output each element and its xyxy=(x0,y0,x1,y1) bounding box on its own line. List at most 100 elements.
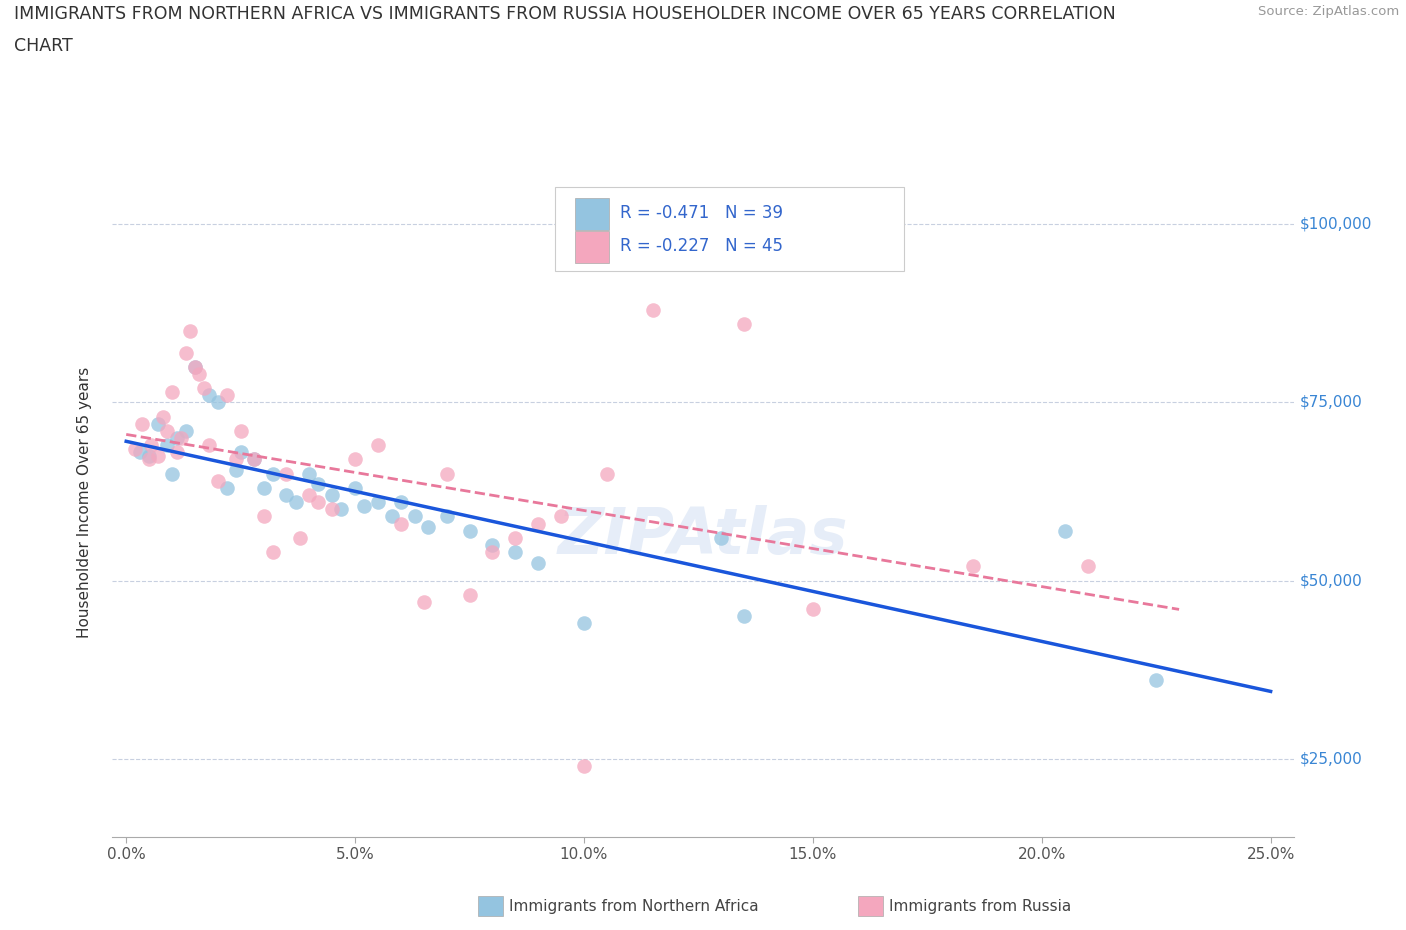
Point xyxy=(344,481,367,496)
Point xyxy=(252,481,274,496)
Point xyxy=(148,448,170,463)
Point xyxy=(284,495,307,510)
Point xyxy=(381,509,404,524)
Text: R = -0.227   N = 45: R = -0.227 N = 45 xyxy=(620,237,783,256)
Point xyxy=(1053,524,1076,538)
Point xyxy=(152,409,174,424)
Point xyxy=(215,388,238,403)
Point xyxy=(458,588,481,603)
Point xyxy=(215,481,238,496)
Point xyxy=(197,388,219,403)
Point xyxy=(184,359,207,374)
Text: R = -0.471   N = 39: R = -0.471 N = 39 xyxy=(620,204,783,222)
Text: $75,000: $75,000 xyxy=(1299,395,1362,410)
Point xyxy=(160,466,183,481)
Point xyxy=(156,438,179,453)
Point xyxy=(229,445,252,459)
Point xyxy=(389,495,412,510)
Point xyxy=(124,442,146,457)
FancyBboxPatch shape xyxy=(575,231,609,263)
Point xyxy=(184,359,207,374)
Y-axis label: Householder Income Over 65 years: Householder Income Over 65 years xyxy=(77,366,91,638)
Point xyxy=(572,616,595,631)
Point xyxy=(1076,559,1098,574)
Point xyxy=(962,559,984,574)
Point xyxy=(225,452,247,467)
Point xyxy=(412,594,434,609)
Point xyxy=(298,466,321,481)
Point xyxy=(596,466,619,481)
Point xyxy=(308,477,330,492)
Point xyxy=(197,438,219,453)
Text: Immigrants from Russia: Immigrants from Russia xyxy=(889,899,1071,914)
Point xyxy=(188,366,211,381)
Point xyxy=(505,530,527,545)
Point xyxy=(276,487,298,502)
Point xyxy=(550,509,572,524)
Point xyxy=(1144,672,1167,687)
Point xyxy=(174,345,197,360)
Point xyxy=(225,463,247,478)
Point xyxy=(321,487,343,502)
FancyBboxPatch shape xyxy=(575,197,609,230)
Point xyxy=(367,495,389,510)
Text: ZIPAtlas: ZIPAtlas xyxy=(558,505,848,566)
Point xyxy=(160,384,183,399)
Point xyxy=(138,452,160,467)
Point xyxy=(207,395,229,410)
Text: IMMIGRANTS FROM NORTHERN AFRICA VS IMMIGRANTS FROM RUSSIA HOUSEHOLDER INCOME OVE: IMMIGRANTS FROM NORTHERN AFRICA VS IMMIG… xyxy=(14,5,1116,22)
Point xyxy=(156,423,179,438)
Point xyxy=(288,530,311,545)
Point xyxy=(243,452,266,467)
Point xyxy=(308,495,330,510)
Point xyxy=(243,452,266,467)
Text: Source: ZipAtlas.com: Source: ZipAtlas.com xyxy=(1258,5,1399,18)
Point xyxy=(572,758,595,773)
Point xyxy=(481,538,503,552)
Point xyxy=(527,555,550,570)
Text: CHART: CHART xyxy=(14,37,73,55)
Point xyxy=(321,502,343,517)
Point xyxy=(436,509,458,524)
Point xyxy=(733,609,755,624)
Point xyxy=(131,417,153,432)
Point xyxy=(367,438,389,453)
Point xyxy=(141,438,163,453)
FancyBboxPatch shape xyxy=(555,188,904,272)
Point xyxy=(193,380,215,395)
Point xyxy=(436,466,458,481)
Point xyxy=(166,431,188,445)
Point xyxy=(344,452,367,467)
Text: $100,000: $100,000 xyxy=(1299,217,1372,232)
Point xyxy=(129,445,152,459)
Text: Immigrants from Northern Africa: Immigrants from Northern Africa xyxy=(509,899,759,914)
Point xyxy=(298,487,321,502)
Point xyxy=(262,466,284,481)
Text: $25,000: $25,000 xyxy=(1299,751,1362,766)
Point xyxy=(207,473,229,488)
Point xyxy=(481,545,503,560)
Point xyxy=(179,324,201,339)
Point xyxy=(174,423,197,438)
Point xyxy=(389,516,412,531)
Point xyxy=(733,317,755,332)
Point xyxy=(138,448,160,463)
Text: $50,000: $50,000 xyxy=(1299,573,1362,588)
Point xyxy=(641,302,664,317)
Point xyxy=(330,502,353,517)
Point xyxy=(262,545,284,560)
Point xyxy=(170,431,193,445)
Point xyxy=(418,520,440,535)
Point xyxy=(404,509,426,524)
Point xyxy=(527,516,550,531)
Point xyxy=(229,423,252,438)
Point xyxy=(505,545,527,560)
Point xyxy=(148,417,170,432)
Point xyxy=(166,445,188,459)
Point xyxy=(353,498,375,513)
Point xyxy=(458,524,481,538)
Point xyxy=(252,509,274,524)
Point xyxy=(710,530,733,545)
Point xyxy=(276,466,298,481)
Point xyxy=(801,602,824,617)
